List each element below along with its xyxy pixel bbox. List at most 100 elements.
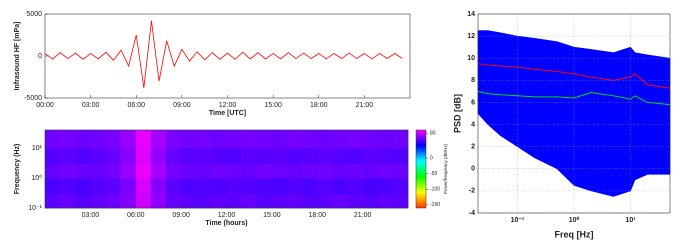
- heatmap-cell: [60, 193, 76, 209]
- heatmap-cell: [166, 148, 182, 165]
- y-axis-label: Frequency (Hz): [14, 144, 21, 195]
- heatmap-cell: [105, 178, 121, 194]
- y-tick-label: 0: [471, 166, 475, 173]
- panel: [45, 130, 409, 209]
- heatmap-cell: [211, 178, 227, 194]
- heatmap-cell: [196, 163, 212, 179]
- heatmap-cell: [317, 163, 333, 179]
- heatmap-cell: [392, 178, 409, 194]
- x-tick-label: 18:00: [310, 102, 328, 109]
- y-tick-label: -4: [469, 210, 475, 217]
- y-tick-label: 5000: [26, 11, 42, 18]
- heatmap-cell: [256, 130, 273, 149]
- heatmap-cell: [166, 178, 182, 194]
- heatmap-cell: [120, 148, 137, 165]
- y-axis-label: Infrasound HF [mPa]: [14, 22, 21, 91]
- series-line: [44, 20, 403, 88]
- heatmap-cell: [377, 130, 394, 149]
- heatmap-cell: [60, 130, 76, 149]
- heatmap-cell: [181, 178, 197, 194]
- heatmap-cell: [287, 148, 303, 165]
- heatmap-cell: [105, 130, 121, 149]
- heatmap-cell: [302, 148, 318, 165]
- heatmap-cell: [226, 130, 242, 149]
- heatmap-cell: [90, 163, 106, 179]
- heatmap-cell: [196, 178, 212, 194]
- heatmap-cell: [302, 130, 318, 149]
- x-tick-label: 21:00: [356, 102, 374, 109]
- heatmap-cell: [135, 163, 152, 179]
- series-line: [477, 44, 671, 70]
- heatmap-cell: [45, 163, 61, 179]
- heatmap-cell: [120, 193, 137, 209]
- y-axis-label: PSD [dB]: [452, 94, 462, 133]
- heatmap-cell: [271, 163, 288, 179]
- heatmap-cell: [302, 163, 318, 179]
- x-tick-label: 15:00: [264, 102, 282, 109]
- heatmap-cell: [241, 193, 258, 209]
- x-tick-label: 00:00: [36, 102, 54, 109]
- heatmap-cell: [45, 193, 61, 209]
- heatmap-cell: [392, 148, 409, 165]
- y-tick-label: 0: [38, 53, 42, 60]
- heatmap-cell: [75, 193, 91, 209]
- heatmap-cell: [362, 148, 379, 165]
- heatmap-cell: [166, 163, 182, 179]
- heatmap-cell: [196, 148, 212, 165]
- y-tick-label: 10: [467, 55, 475, 62]
- colorbar-tick-label: 80: [430, 130, 436, 136]
- y-tick-label: -2: [469, 188, 475, 195]
- heatmap-cell: [317, 178, 333, 194]
- heatmap-cell: [135, 193, 152, 209]
- heatmap-cell: [150, 148, 167, 165]
- heatmap-cell: [362, 130, 379, 149]
- heatmap-cell: [135, 148, 152, 165]
- heatmap-cell: [211, 163, 227, 179]
- heatmap-cell: [90, 193, 106, 209]
- y-tick-label: 4: [471, 121, 475, 128]
- series-line: [477, 63, 671, 89]
- x-tick-label: 18:00: [308, 212, 326, 219]
- heatmap-cell: [392, 130, 409, 149]
- heatmap-cell: [150, 193, 167, 209]
- heatmap-cell: [317, 148, 333, 165]
- heatmap-cell: [347, 178, 363, 194]
- heatmap-cell: [181, 193, 197, 209]
- x-axis-label: Time [UTC]: [209, 110, 246, 117]
- heatmap-cell: [271, 178, 288, 194]
- heatmap-cell: [75, 130, 91, 149]
- heatmap-cell: [256, 178, 273, 194]
- colorbar-tick-label: -100: [430, 187, 440, 193]
- heatmap-cell: [287, 193, 303, 209]
- heatmap-cell: [211, 148, 227, 165]
- heatmap-cell: [271, 193, 288, 209]
- x-tick-label: 12:00: [219, 102, 237, 109]
- heatmap-cell: [256, 148, 273, 165]
- colorbar-tick-label: 0: [430, 155, 433, 161]
- heatmap-cell: [90, 130, 106, 149]
- x-tick-label: 06:00: [127, 212, 145, 219]
- heatmap-cell: [226, 178, 242, 194]
- heatmap-cell: [196, 130, 212, 149]
- heatmap-cell: [241, 163, 258, 179]
- heatmap-cell: [60, 178, 76, 194]
- heatmap-cell: [211, 193, 227, 209]
- heatmap-cell: [317, 193, 333, 209]
- heatmap-cell: [317, 130, 333, 149]
- x-tick-label: 12:00: [218, 212, 236, 219]
- heatmap-cell: [166, 130, 182, 149]
- heatmap-cell: [241, 148, 258, 165]
- heatmap-cell: [241, 178, 258, 194]
- heatmap-cell: [90, 178, 106, 194]
- y-tick-label: 12: [467, 33, 475, 40]
- heatmap-cell: [362, 163, 379, 179]
- heatmap-cell: [392, 193, 409, 209]
- heatmap-cell: [181, 130, 197, 149]
- heatmap-cell: [181, 163, 197, 179]
- heatmap-cell: [271, 130, 288, 149]
- heatmap-cell: [332, 130, 348, 149]
- heatmap-cell: [332, 148, 348, 165]
- heatmap-cell: [347, 148, 363, 165]
- heatmap-cell: [75, 148, 91, 165]
